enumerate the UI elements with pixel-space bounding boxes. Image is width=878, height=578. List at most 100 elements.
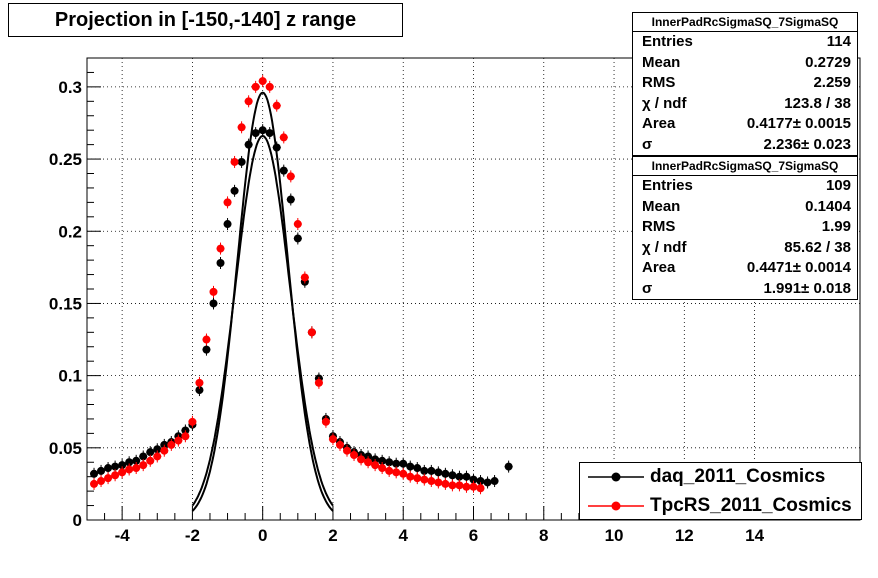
data-point-tpcrs: [230, 157, 239, 166]
data-point-tpcrs: [104, 474, 113, 483]
data-point-daq: [286, 195, 295, 204]
stats-row-chi2: χ / ndf 123.8 / 38: [642, 94, 851, 112]
x-tick-label: -4: [115, 526, 131, 545]
data-point-daq: [434, 468, 443, 477]
stats-row-area: Area 0.4177± 0.0015: [642, 115, 851, 132]
data-point-tpcrs: [350, 451, 359, 460]
data-point-tpcrs: [146, 456, 155, 465]
fit-curve: [191, 91, 334, 512]
stats-row-chi2: χ / ndf 85.62 / 38: [642, 238, 851, 256]
stats-row-mean: Mean 0.1404: [642, 197, 851, 215]
legend-marker-daq: [588, 472, 644, 482]
data-point-tpcrs: [139, 461, 148, 470]
data-point-daq: [490, 477, 499, 486]
data-point-daq: [111, 462, 120, 471]
data-point-tpcrs: [223, 198, 232, 207]
data-point-tpcrs: [413, 474, 422, 483]
data-point-daq: [244, 140, 253, 149]
stats-header: InnerPadRcSigmaSQ_7SigmaSQ: [633, 157, 857, 176]
data-point-tpcrs: [111, 471, 120, 480]
data-point-daq: [462, 472, 471, 481]
data-point-daq: [139, 452, 148, 461]
data-point-tpcrs: [335, 440, 344, 449]
data-point-tpcrs: [237, 123, 246, 132]
legend-entry-tpcrs: TpcRS_2011_Cosmics: [580, 492, 861, 520]
data-point-daq: [448, 471, 457, 480]
data-point-tpcrs: [181, 432, 190, 441]
data-point-daq: [97, 466, 106, 475]
data-point-tpcrs: [118, 468, 127, 477]
data-point-daq: [406, 462, 415, 471]
stats-row-sigma: σ 2.236± 0.023: [642, 135, 851, 153]
data-point-tpcrs: [385, 466, 394, 475]
x-tick-label: -2: [185, 526, 200, 545]
chart-title-box: Projection in [-150,-140] z range: [8, 3, 403, 37]
data-point-tpcrs: [321, 417, 330, 426]
stats-row-sigma: σ 1.991± 0.018: [642, 279, 851, 297]
legend-label-tpcrs: TpcRS_2011_Cosmics: [650, 495, 852, 516]
data-point-tpcrs: [357, 455, 366, 464]
data-point-tpcrs: [258, 77, 267, 86]
data-point-daq: [90, 469, 99, 478]
data-point-tpcrs: [392, 468, 401, 477]
data-point-tpcrs: [125, 465, 134, 474]
data-point-daq: [265, 129, 274, 138]
data-point-tpcrs: [307, 328, 316, 337]
data-point-tpcrs: [455, 481, 464, 490]
data-point-tpcrs: [314, 378, 323, 387]
data-point-tpcrs: [300, 273, 309, 282]
x-tick-label: 8: [539, 526, 548, 545]
data-point-tpcrs: [160, 446, 169, 455]
data-point-daq: [125, 458, 134, 467]
data-point-daq: [272, 143, 281, 152]
data-point-tpcrs: [406, 472, 415, 481]
chart-axes: -4 -2 0 2 4 6 8 10 12 14 0 0.05 0.1 0.15 0.2 0.25 0.3: [49, 57, 861, 545]
data-point-daq: [392, 459, 401, 468]
stats-box-1: InnerPadRcSigmaSQ_7SigmaSQ Entries 114 Me…: [632, 12, 858, 156]
data-point-tpcrs: [420, 475, 429, 484]
data-point-daq: [258, 126, 267, 135]
data-point-tpcrs: [293, 220, 302, 229]
y-tick-label: 0.15: [49, 294, 82, 313]
data-point-tpcrs: [216, 244, 225, 253]
x-tick-label: 14: [745, 526, 764, 545]
y-tick-label: 0: [73, 511, 82, 530]
data-point-daq: [223, 220, 232, 229]
data-point-tpcrs: [399, 469, 408, 478]
data-point-tpcrs: [188, 417, 197, 426]
data-point-daq: [118, 461, 127, 470]
data-point-tpcrs: [441, 479, 450, 488]
chart-title: Projection in [-150,-140] z range: [54, 8, 357, 31]
data-point-tpcrs: [279, 133, 288, 142]
y-tick-label: 0.1: [58, 367, 82, 386]
x-tick-label: 6: [469, 526, 478, 545]
data-point-daq: [455, 472, 464, 481]
stats-row-area: Area 0.4471± 0.0014: [642, 259, 851, 276]
data-point-tpcrs: [343, 446, 352, 455]
stats-row-entries: Entries 114: [642, 33, 851, 50]
y-tick-label: 0.05: [49, 439, 82, 458]
stats-box-2: InnerPadRcSigmaSQ_7SigmaSQ Entries 109 Me…: [632, 156, 858, 300]
data-point-tpcrs: [202, 335, 211, 344]
legend-label-daq: daq_2011_Cosmics: [650, 466, 826, 487]
stats-row-rms: RMS 1.99: [642, 218, 851, 235]
legend-marker-tpcrs: [588, 501, 644, 511]
data-point-daq: [209, 299, 218, 308]
data-point-tpcrs: [378, 464, 387, 473]
x-tick-label: 0: [258, 526, 267, 545]
stats-row-mean: Mean 0.2729: [642, 53, 851, 71]
x-tick-label: 10: [605, 526, 624, 545]
data-point-daq: [237, 157, 246, 166]
data-point-tpcrs: [371, 461, 380, 470]
data-point-daq: [399, 459, 408, 468]
data-point-daq: [195, 386, 204, 395]
data-point-tpcrs: [90, 479, 99, 488]
x-tick-label: 2: [328, 526, 337, 545]
data-point-tpcrs: [174, 436, 183, 445]
data-point-daq: [385, 458, 394, 467]
data-point-daq: [420, 466, 429, 475]
data-point-daq: [413, 464, 422, 473]
data-point-tpcrs: [209, 287, 218, 296]
data-point-daq: [504, 462, 513, 471]
